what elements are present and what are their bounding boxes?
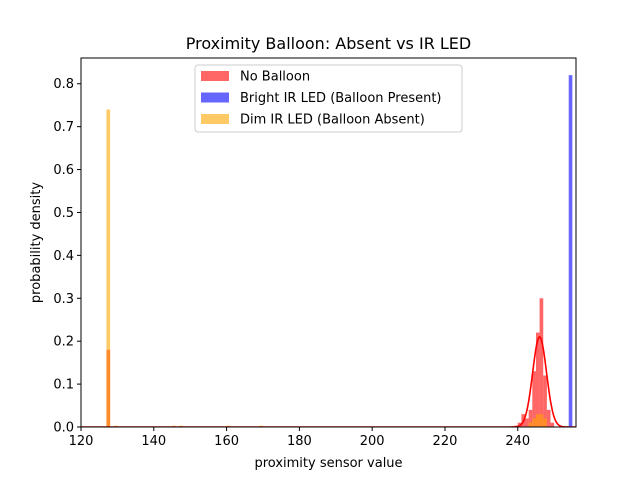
bar-dim-ir-led-balloon-absent xyxy=(106,109,111,427)
legend-label-dim-ir-led: Dim IR LED (Balloon Absent) xyxy=(240,113,425,128)
y-tick-label: 0.2 xyxy=(53,335,74,350)
bar-dim-ir-led-balloon-absent xyxy=(528,422,533,427)
bar-no-balloon xyxy=(546,409,551,427)
y-tick-label: 0.7 xyxy=(53,120,74,135)
legend-swatch-no-balloon xyxy=(201,71,229,81)
bar-no-balloon xyxy=(535,332,540,427)
legend-box xyxy=(194,64,463,133)
y-tick-label: 0.3 xyxy=(53,292,74,307)
axes-frame xyxy=(80,57,577,428)
legend-label-no-balloon: No Balloon xyxy=(240,70,310,85)
bar-dim-ir-led-balloon-absent xyxy=(532,418,536,427)
legend-swatch-dim-ir-led xyxy=(201,114,229,124)
bar-no-balloon xyxy=(525,418,529,427)
x-axis-title: proximity sensor value xyxy=(254,456,402,471)
y-tick-label: 0.8 xyxy=(53,77,74,92)
x-tick-label: 180 xyxy=(287,434,312,449)
bar-no-balloon xyxy=(532,371,536,427)
y-tick-label: 0.0 xyxy=(53,421,74,436)
bar-dim-ir-led-balloon-absent xyxy=(535,414,540,427)
y-axis-title: probability density xyxy=(29,182,44,303)
x-tick-label: 160 xyxy=(214,434,239,449)
bar-no-balloon xyxy=(528,409,533,427)
bar-dim-ir-led-balloon-absent xyxy=(539,414,544,427)
bar-no-balloon xyxy=(543,375,547,427)
y-tick-label: 0.6 xyxy=(53,163,74,178)
x-tick-label: 220 xyxy=(433,434,458,449)
density-curve-no-balloon xyxy=(81,335,576,427)
bar-bright-ir-led-balloon-present xyxy=(568,75,573,427)
bar-no-balloon xyxy=(550,422,555,427)
x-tick-label: 120 xyxy=(69,434,94,449)
y-tick-label: 0.4 xyxy=(53,249,74,264)
y-tick-label: 0.1 xyxy=(53,378,74,393)
plot-area xyxy=(81,75,576,427)
x-axis: 120 140 160 180 200 220 240 xyxy=(69,427,530,449)
legend-swatch-bright-ir-led xyxy=(201,92,229,103)
bar-dim-ir-led-balloon-absent xyxy=(543,418,547,427)
x-tick-label: 140 xyxy=(141,434,166,449)
legend-label-bright-ir-led: Bright IR LED (Balloon Present) xyxy=(240,91,442,106)
y-tick-label: 0.5 xyxy=(53,206,74,221)
y-axis: 0.0 0.1 0.2 0.3 0.4 0.5 0.6 0.7 0.8 xyxy=(53,77,81,436)
chart-title: Proximity Balloon: Absent vs IR LED xyxy=(186,34,471,53)
x-tick-label: 240 xyxy=(505,434,530,449)
legend: No Balloon Bright IR LED (Balloon Presen… xyxy=(194,64,463,133)
x-tick-label: 200 xyxy=(360,434,385,449)
bar-no-balloon xyxy=(539,298,544,427)
